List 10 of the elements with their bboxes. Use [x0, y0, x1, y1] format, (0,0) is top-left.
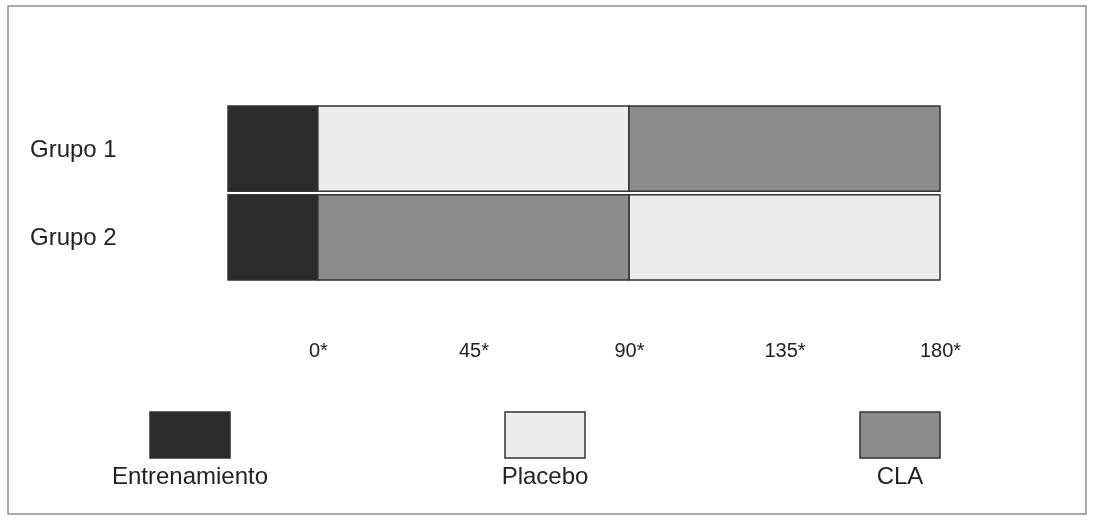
y-tick-label: Grupo 2 — [30, 223, 117, 251]
x-tick-label: 45* — [458, 339, 490, 362]
x-tick-label: 135* — [764, 339, 806, 362]
x-tick-label: 180* — [919, 339, 962, 362]
legend-label: Entrenamiento — [111, 462, 269, 489]
legend-label: CLA — [876, 462, 924, 489]
legend-label: Placebo — [501, 462, 589, 489]
x-tick-label: 90* — [614, 339, 645, 362]
y-tick-label: Grupo 1 — [30, 134, 117, 162]
x-tick-label: 0* — [308, 339, 329, 362]
